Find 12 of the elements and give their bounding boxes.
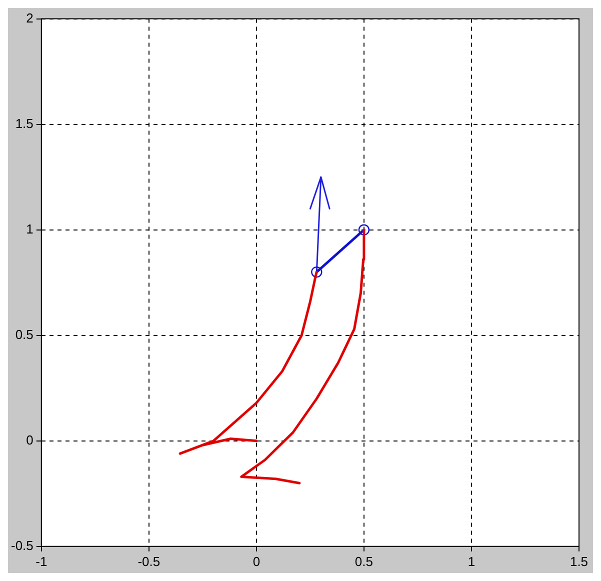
y-tick-label: 1 bbox=[26, 221, 34, 236]
y-tick-label: -0.5 bbox=[10, 538, 34, 553]
x-tick-label: -1 bbox=[36, 554, 48, 569]
x-tick-label: 0 bbox=[252, 554, 260, 569]
x-tick-label: -0.5 bbox=[138, 554, 160, 569]
x-tick-label: 0.5 bbox=[354, 554, 373, 569]
x-tick-label: 1 bbox=[468, 554, 476, 569]
y-tick-label: 0 bbox=[26, 432, 34, 448]
x-tick-label: 1.5 bbox=[570, 554, 588, 569]
y-tick-label: 1.5 bbox=[15, 116, 34, 131]
y-tick-label: 2 bbox=[26, 10, 34, 26]
y-tick-label: 0.5 bbox=[15, 326, 34, 342]
